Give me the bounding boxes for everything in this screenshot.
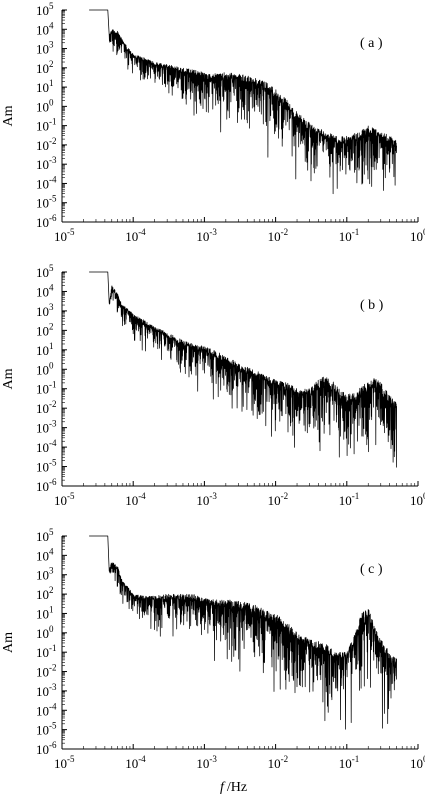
y-tick-label: 100 bbox=[36, 97, 54, 114]
x-tick-label: 10-1 bbox=[339, 227, 360, 244]
panel-label: ( a ) bbox=[360, 36, 383, 51]
y-tick-label: 10-1 bbox=[36, 380, 57, 397]
x-tick-label: 10-2 bbox=[268, 227, 289, 244]
panel-c: 10510410310210110010-110-210-310-410-510… bbox=[1, 527, 425, 795]
y-tick-label: 104 bbox=[36, 282, 54, 299]
y-tick-label: 100 bbox=[36, 624, 54, 641]
y-axis-label: Am bbox=[1, 632, 16, 653]
y-tick-label: 101 bbox=[36, 341, 54, 358]
y-tick-label: 103 bbox=[36, 302, 54, 319]
y-tick-label: 10-6 bbox=[36, 477, 57, 494]
x-tick-label: 10-4 bbox=[125, 227, 146, 244]
y-tick-label: 103 bbox=[36, 566, 54, 583]
y-tick-label: 105 bbox=[36, 527, 54, 544]
x-tick-label: 10-4 bbox=[125, 491, 146, 508]
x-tick-label: 100 bbox=[410, 754, 425, 771]
x-tick-label: 10-3 bbox=[196, 491, 217, 508]
y-tick-label: 105 bbox=[36, 1, 54, 18]
y-tick-label: 102 bbox=[36, 585, 54, 602]
x-tick-label: 100 bbox=[410, 491, 425, 508]
y-tick-label: 104 bbox=[36, 20, 54, 37]
x-axis-label: f/Hz bbox=[220, 780, 247, 795]
x-tick-label: 10-1 bbox=[339, 754, 360, 771]
y-tick-label: 10-1 bbox=[36, 117, 57, 134]
y-tick-label: 10-4 bbox=[36, 701, 57, 718]
y-tick-label: 10-4 bbox=[36, 438, 57, 455]
x-tick-label: 10-2 bbox=[268, 754, 289, 771]
x-tick-label: 10-5 bbox=[54, 754, 75, 771]
y-tick-label: 10-6 bbox=[36, 213, 57, 230]
y-tick-label: 102 bbox=[36, 321, 54, 338]
y-tick-label: 10-2 bbox=[36, 136, 57, 153]
y-axis-label: Am bbox=[1, 368, 16, 389]
y-tick-label: 10-3 bbox=[36, 682, 57, 699]
x-tick-label: 10-5 bbox=[54, 227, 75, 244]
x-tick-label: 100 bbox=[410, 227, 425, 244]
y-tick-label: 10-2 bbox=[36, 399, 57, 416]
y-tick-label: 10-5 bbox=[36, 194, 57, 211]
panel-label: ( b ) bbox=[360, 298, 384, 313]
y-tick-label: 10-5 bbox=[36, 721, 57, 738]
panel-b: 10510410310210110010-110-210-310-410-510… bbox=[1, 263, 425, 508]
panel-a: 10510410310210110010-110-210-310-410-510… bbox=[1, 1, 425, 244]
panel-label: ( c ) bbox=[360, 562, 383, 577]
y-tick-label: 100 bbox=[36, 360, 54, 377]
y-tick-label: 10-1 bbox=[36, 643, 57, 660]
spectrum-line bbox=[89, 271, 397, 468]
x-tick-label: 10-5 bbox=[54, 491, 75, 508]
y-tick-label: 10-4 bbox=[36, 174, 57, 191]
x-tick-label: 10-2 bbox=[268, 491, 289, 508]
x-tick-label: 10-1 bbox=[339, 491, 360, 508]
y-tick-label: 102 bbox=[36, 59, 54, 76]
x-tick-label: 10-3 bbox=[196, 754, 217, 771]
y-tick-label: 10-5 bbox=[36, 458, 57, 475]
y-tick-label: 101 bbox=[36, 78, 54, 95]
y-tick-label: 105 bbox=[36, 263, 54, 280]
y-tick-label: 104 bbox=[36, 546, 54, 563]
spectrum-line bbox=[89, 535, 397, 730]
y-axis-label: Am bbox=[1, 105, 16, 126]
y-tick-label: 10-3 bbox=[36, 155, 57, 172]
y-tick-label: 10-3 bbox=[36, 419, 57, 436]
x-tick-label: 10-4 bbox=[125, 754, 146, 771]
y-tick-label: 103 bbox=[36, 40, 54, 57]
y-tick-label: 10-6 bbox=[36, 740, 57, 757]
x-tick-label: 10-3 bbox=[196, 227, 217, 244]
y-tick-label: 10-2 bbox=[36, 663, 57, 680]
spectrum-line bbox=[89, 9, 397, 195]
y-tick-label: 101 bbox=[36, 604, 54, 621]
